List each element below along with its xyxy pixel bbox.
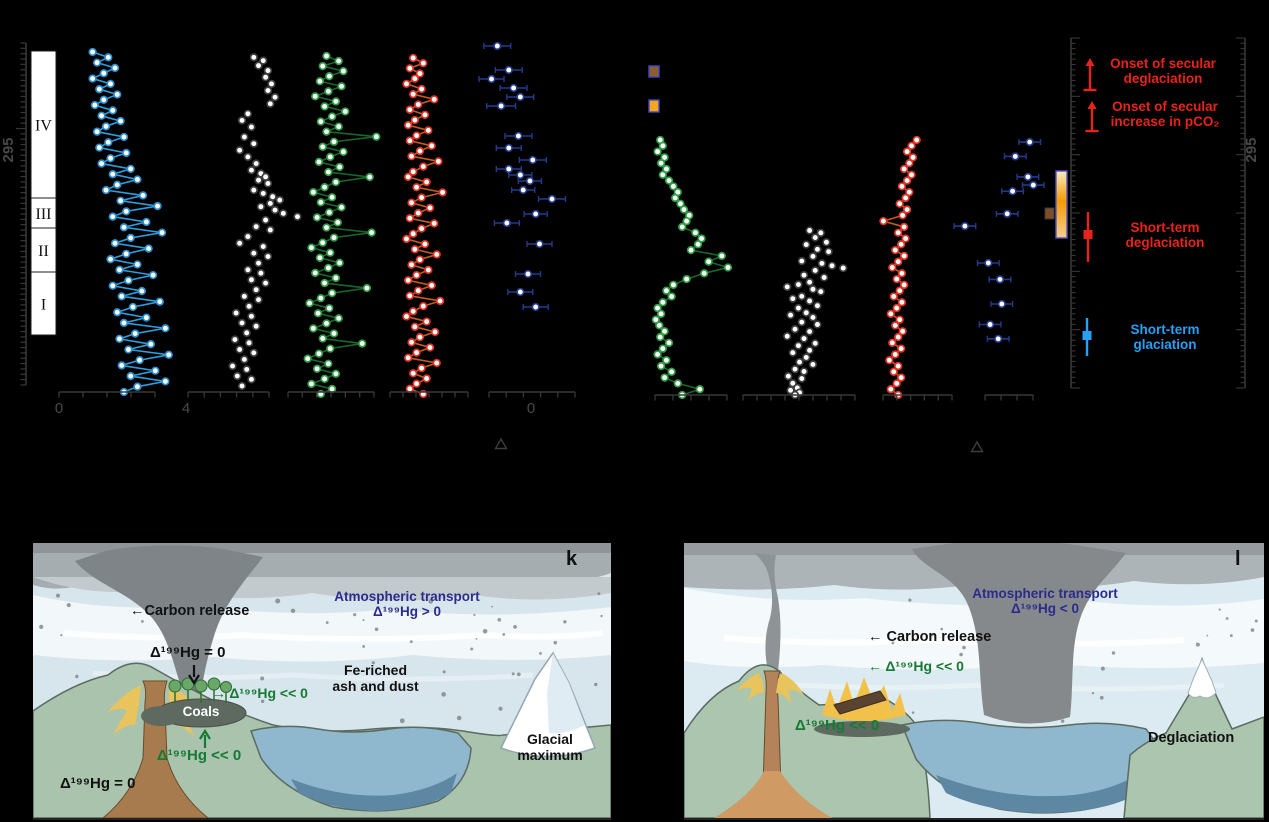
series-white-scatter-1 (228, 53, 302, 391)
gradient-interval-bar (1055, 170, 1068, 239)
series-white-scatter-2 (783, 226, 848, 400)
illustration-k-art (33, 543, 611, 818)
trees (168, 677, 232, 703)
k-atmospheric-transport-label: Atmospheric transport Δ¹⁹⁹Hg > 0 (334, 589, 480, 620)
volcano-base (714, 771, 832, 818)
volcano-plume (75, 545, 263, 695)
illustration-panel-k: k ←Carbon release Δ¹⁹⁹Hg = 0 Atmospheric… (33, 543, 611, 820)
panel-k-letter: k (566, 548, 578, 570)
series-red-profile-2 (879, 135, 921, 400)
series-blue-profile (88, 47, 173, 397)
series-red-profile-1 (402, 53, 447, 399)
down-arrow (188, 665, 200, 686)
illustration-l-art (684, 543, 1264, 818)
series-navy-errorbar-2 (953, 137, 1045, 344)
l-atmospheric-transport-label: Atmospheric transport Δ¹⁹⁹Hg < 0 (972, 586, 1118, 617)
legend-onset-pco2: Onset of secular increase in pCO₂ (1110, 99, 1220, 130)
series-green-profile-1 (303, 51, 381, 399)
panel-l-letter: l (1235, 548, 1241, 570)
k-hg-very-low-right-label: → Δ¹⁹⁹Hg << 0 (212, 685, 308, 701)
x-axis-9 (984, 394, 1034, 401)
delta-symbol (970, 440, 984, 453)
volcano-smoke-thin (754, 553, 781, 671)
illustration-panel-l: l Atmospheric transport Δ¹⁹⁹Hg < 0 ← Car… (684, 543, 1264, 820)
k-fe-ash-label: Fe-riched ash and dust (332, 662, 419, 694)
x-axis-3 (287, 391, 375, 398)
series-green-profile-2 (651, 135, 733, 400)
coals-blob-2 (141, 706, 181, 726)
lava-left (736, 673, 764, 701)
dust-dots-k (39, 592, 603, 724)
lava-right (776, 673, 804, 703)
legend-short-term-glaciation: Short-term glaciation (1130, 322, 1200, 353)
x-axis-6 (654, 394, 728, 401)
svg-text:0: 0 (527, 400, 535, 417)
x-axis-8 (882, 394, 953, 401)
snow-shading (547, 653, 585, 734)
right-depth-label: 295 (1243, 137, 1260, 162)
legend-onset-deglaciation: Onset of secular deglaciation (1110, 56, 1216, 87)
legend-short-term-deglaciation: Short-term deglaciation (1125, 220, 1205, 251)
burning-coals (814, 677, 910, 737)
x-axis-5: 0 (488, 391, 576, 417)
k-coals-label: Coals (182, 704, 220, 719)
left-depth-axis: 295 (0, 42, 27, 386)
delta-symbol (494, 437, 508, 450)
sea-deep (291, 773, 457, 811)
x-axis-7 (742, 394, 856, 401)
coal-smoke-column (912, 543, 1126, 724)
x-axis-1: 0 (55, 391, 156, 417)
legend-square-1 (648, 65, 660, 78)
white-air-band (684, 588, 1264, 670)
k-glacial-maximum-label: Glacial maximum (517, 731, 583, 763)
legend-square-2 (648, 99, 660, 113)
k-hg-very-low-below-label: Δ¹⁹⁹Hg << 0 (157, 747, 242, 764)
svg-text:4: 4 (182, 400, 190, 417)
right-depth-axis-2 (1236, 37, 1246, 389)
svg-text:I: I (41, 297, 46, 314)
legend-symbol-4 (1082, 318, 1092, 356)
k-hg-zero-ground-label: Δ¹⁹⁹Hg = 0 (60, 775, 136, 792)
l-hg-very-low-label: Δ¹⁹⁹Hg << 0 (795, 717, 880, 734)
l-carbon-release-label: ← Carbon release (868, 629, 992, 645)
small-brown-square (1044, 207, 1055, 220)
svg-text:IV: IV (35, 118, 52, 135)
sea-deep (936, 769, 1146, 813)
volcano-conduit (102, 680, 209, 818)
right-depth-axis-1 (1070, 37, 1080, 389)
legend-symbol-1 (1083, 58, 1097, 92)
svg-text:0: 0 (55, 400, 63, 417)
x-axis-2: 4 (182, 391, 270, 417)
snow-cap (1187, 657, 1217, 699)
series-navy-errorbar-1 (478, 41, 567, 312)
l-deglaciation-label: Deglaciation (1148, 730, 1235, 746)
lava-left (107, 685, 141, 735)
up-arrow-green (199, 728, 211, 748)
svg-text:II: II (38, 243, 49, 260)
x-axis-4 (389, 391, 469, 398)
k-hg-zero-air-label: Δ¹⁹⁹Hg = 0 (150, 644, 226, 661)
legend-symbol-3 (1083, 212, 1093, 262)
k-carbon-release-label: ←Carbon release (130, 603, 250, 619)
svg-text:III: III (36, 206, 52, 223)
legend-symbol-2 (1085, 101, 1099, 133)
l-hg-very-low-arrow-label: ← Δ¹⁹⁹Hg << 0 (868, 658, 964, 674)
coal-seam (814, 721, 910, 737)
svg-text:295: 295 (0, 137, 17, 162)
